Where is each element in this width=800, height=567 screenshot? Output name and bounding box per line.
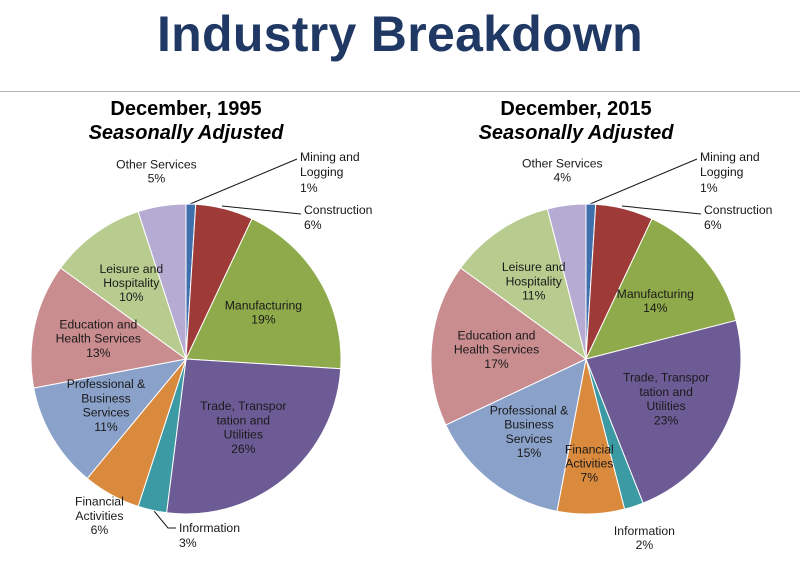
svg-text:15%: 15% [517,446,542,460]
svg-text:Hospitality: Hospitality [103,276,160,290]
svg-text:Information: Information [614,524,675,538]
svg-text:Trade, Transpor: Trade, Transpor [200,399,286,413]
svg-text:6%: 6% [91,523,109,537]
svg-text:Education and: Education and [458,329,536,343]
svg-text:4%: 4% [553,171,571,185]
svg-text:11%: 11% [94,420,118,434]
svg-text:Financial: Financial [75,495,124,509]
svg-text:Services: Services [506,432,553,446]
svg-text:Services: Services [83,406,130,420]
svg-text:Utilities: Utilities [224,428,263,442]
svg-text:Trade, Transpor: Trade, Transpor [623,371,709,385]
svg-text:13%: 13% [86,346,111,360]
svg-text:Leisure and: Leisure and [502,260,566,274]
svg-text:Health Services: Health Services [454,343,539,357]
svg-text:Other Services: Other Services [522,157,603,171]
svg-text:2%: 2% [636,538,654,552]
svg-text:11%: 11% [522,289,546,303]
svg-text:19%: 19% [251,313,276,327]
svg-text:Activities: Activities [75,509,123,523]
svg-text:Business: Business [504,418,553,432]
svg-text:Activities: Activities [565,457,613,471]
svg-text:Hospitality: Hospitality [506,274,563,288]
svg-text:26%: 26% [231,442,256,456]
svg-text:14%: 14% [643,301,668,315]
svg-text:Health Services: Health Services [56,332,141,346]
svg-text:Professional &: Professional & [67,377,146,391]
svg-text:Financial: Financial [565,442,614,456]
svg-text:tation and: tation and [639,385,693,399]
svg-text:Utilities: Utilities [646,399,685,413]
svg-text:17%: 17% [484,357,509,371]
svg-text:7%: 7% [580,471,598,485]
svg-text:tation and: tation and [217,413,271,427]
svg-text:5%: 5% [148,172,166,186]
svg-text:Professional &: Professional & [490,403,569,417]
svg-text:Manufacturing: Manufacturing [225,298,302,312]
svg-text:23%: 23% [654,413,679,427]
svg-text:Leisure and: Leisure and [99,262,163,276]
svg-text:Other Services: Other Services [116,157,197,171]
svg-text:Manufacturing: Manufacturing [617,287,694,301]
svg-text:10%: 10% [119,290,144,304]
svg-text:Business: Business [81,391,130,405]
svg-text:Education and: Education and [59,317,137,331]
